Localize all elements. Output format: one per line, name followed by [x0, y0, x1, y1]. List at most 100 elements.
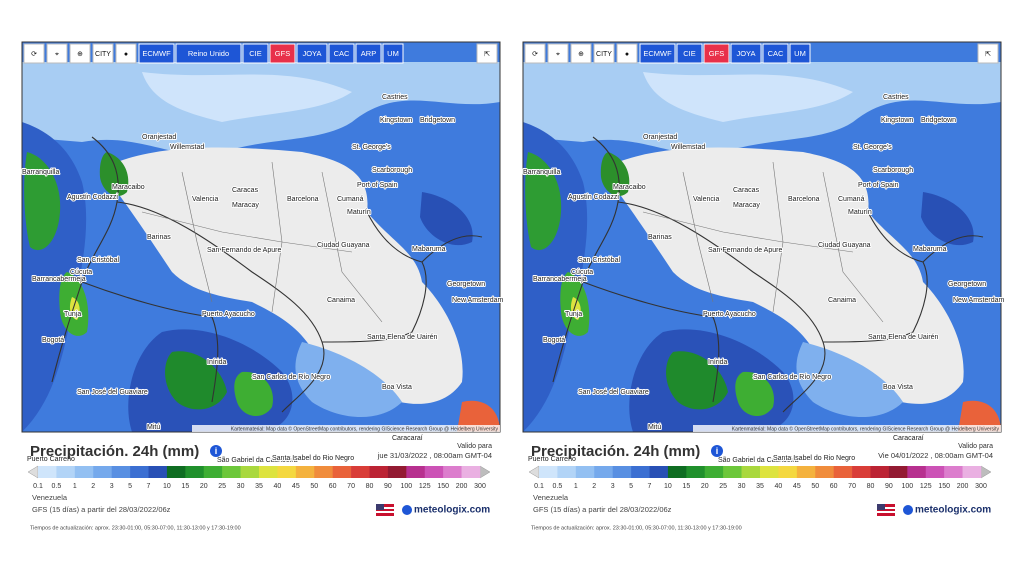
scale-swatch [351, 466, 370, 478]
scale-label: 80 [867, 483, 875, 490]
scale-swatch [723, 466, 742, 478]
scale-swatch [539, 466, 558, 478]
city-label: Agustín Codazzi [67, 194, 118, 201]
info-text: i [716, 446, 719, 456]
city-label: New Amsterdam [953, 297, 1005, 304]
scale-label: 3 [110, 483, 114, 490]
scale-swatch [461, 466, 481, 478]
model-button[interactable] [730, 43, 762, 64]
tool-button[interactable] [69, 43, 91, 64]
tool-button[interactable] [46, 43, 68, 64]
model-label: ARP [361, 49, 376, 58]
city-label: Ciudad Guayana [818, 242, 871, 249]
tool-button[interactable] [115, 43, 137, 64]
scale-label: 20 [701, 483, 709, 490]
model-run: GFS (15 días) a partir del 28/03/2022/06… [533, 505, 672, 514]
city-label: São Gabriel da Cachoeira [718, 457, 799, 464]
city-label: Caracas [232, 187, 259, 194]
tool-icon: CITY [596, 51, 612, 58]
share-button[interactable] [476, 43, 498, 64]
scale-label: 3 [611, 483, 615, 490]
scale-label: 100 [901, 483, 913, 490]
scale-swatch [796, 466, 816, 478]
scale-label: 2 [592, 483, 596, 490]
city-label: Mitú [648, 424, 661, 431]
model-button[interactable] [639, 43, 676, 64]
scale-label: 150 [437, 483, 449, 490]
model-button[interactable] [175, 43, 242, 64]
scale-label: 200 [456, 483, 468, 490]
model-button[interactable] [138, 43, 175, 64]
info-icon[interactable] [711, 445, 723, 457]
scale-end [980, 465, 992, 479]
valid-date: jue 31/03/2022 , 08:00am GMT-04 [377, 451, 492, 460]
scale-swatch [907, 466, 927, 478]
valid-date: Vie 04/01/2022 , 08:00am GMT-04 [878, 451, 993, 460]
city-label: Maturín [347, 209, 371, 216]
city-label: Santa Elena de Uairén [367, 334, 438, 341]
tool-icon: ⟳ [31, 51, 37, 58]
tool-button[interactable] [524, 43, 546, 64]
model-button[interactable] [296, 43, 328, 64]
model-button[interactable] [242, 43, 269, 64]
model-button[interactable] [269, 43, 296, 64]
scale-end [479, 465, 491, 479]
tool-button[interactable] [92, 43, 114, 64]
brand: meteologix.com [414, 505, 490, 516]
scale-swatch [93, 466, 112, 478]
tool-button[interactable] [23, 43, 45, 64]
flag-canton [877, 504, 885, 510]
valid-label: Valido para [457, 443, 492, 450]
tool-button[interactable] [547, 43, 569, 64]
scale-swatch [332, 466, 352, 478]
model-button[interactable] [762, 43, 789, 64]
city-label: Puerto Carreño [528, 456, 576, 463]
model-button[interactable] [676, 43, 703, 64]
model-label: CIE [683, 49, 696, 58]
update-times: Tiempos de actualización: aprox. 23:30-0… [531, 525, 742, 531]
scale-label: 0.5 [52, 483, 62, 490]
scale-swatch [575, 466, 595, 478]
scale-label: 50 [310, 483, 318, 490]
tool-icon: ⊕ [77, 51, 83, 58]
share-button[interactable] [977, 43, 999, 64]
tool-icon: ⌖ [556, 51, 560, 58]
model-button[interactable] [355, 43, 382, 64]
city-label: San Carlos de Río Negro [252, 374, 330, 381]
tool-button[interactable] [570, 43, 592, 64]
scale-label: 70 [347, 483, 355, 490]
scale-label: 300 [975, 483, 987, 490]
model-button[interactable] [703, 43, 730, 64]
model-button[interactable] [789, 43, 811, 64]
scale-label: 1 [73, 483, 77, 490]
scale-label: 1 [574, 483, 578, 490]
brand-logo [903, 505, 913, 515]
scale-swatch [870, 466, 890, 478]
tool-button[interactable] [616, 43, 638, 64]
city-label: Maracaibo [112, 184, 145, 191]
scale-swatch [148, 466, 168, 478]
brand-logo [402, 505, 412, 515]
scale-swatch [38, 466, 57, 478]
city-label: Barcelona [788, 196, 820, 203]
scale-label: 5 [629, 483, 633, 490]
model-button[interactable] [382, 43, 404, 64]
city-label: Barranquilla [523, 169, 560, 176]
info-icon[interactable] [210, 445, 222, 457]
model-label: CAC [334, 49, 350, 58]
scale-swatch [962, 466, 982, 478]
model-label: CIE [249, 49, 262, 58]
scale-swatch [259, 466, 278, 478]
flag-canton [376, 504, 384, 510]
city-label: Mabaruma [412, 246, 446, 253]
city-label: Boa Vista [883, 384, 913, 391]
scale-swatch [74, 466, 94, 478]
model-label: GFS [709, 49, 724, 58]
attribution-bg [192, 425, 500, 432]
tool-button[interactable] [593, 43, 615, 64]
city-label: Santa Elena de Uairén [868, 334, 939, 341]
model-button[interactable] [328, 43, 355, 64]
city-label: Oranjestad [643, 134, 677, 141]
attribution: Kartenmaterial: Map data © OpenStreetMap… [231, 425, 499, 432]
